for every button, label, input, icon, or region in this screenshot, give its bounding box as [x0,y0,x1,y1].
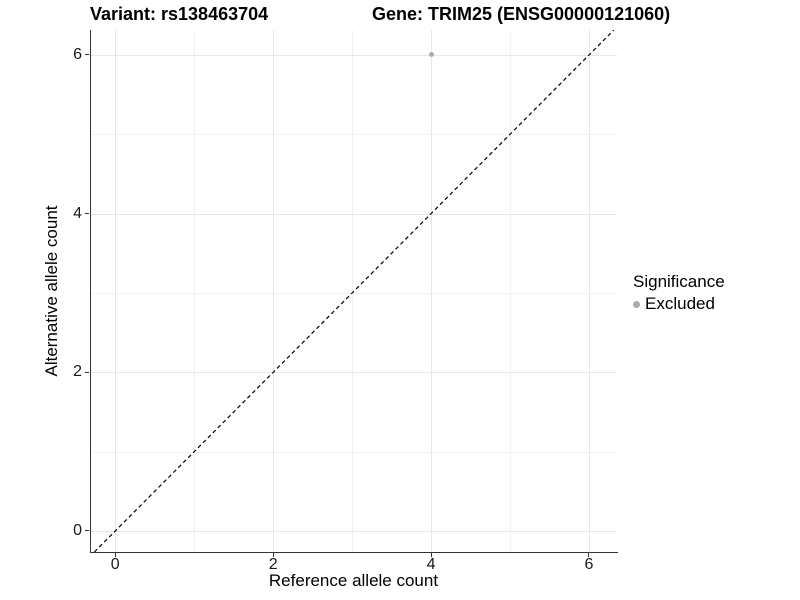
x-tick-label: 2 [268,556,278,573]
plot-title-gene: Gene: TRIM25 (ENSG00000121060) [372,4,671,24]
gridline-major-v [431,30,433,552]
identity-line [93,30,615,552]
gridline-minor-h [90,451,617,453]
legend: Significance Excluded [633,272,725,314]
x-tick-label: 0 [110,556,120,573]
y-tick-label: 0 [73,521,82,539]
plot-title-variant: Variant: rs138463704 [90,4,269,24]
x-tick-label: 6 [584,556,594,573]
legend-marker-dot-icon [633,300,640,308]
plot-panel [90,30,617,552]
y-tick-mark [85,530,89,532]
y-tick-label: 2 [73,363,82,381]
y-tick-label: 4 [73,204,82,222]
gridline-minor-h [90,134,617,136]
gridline-major-h [90,372,617,374]
legend-item-excluded: Excluded [633,294,725,314]
gridline-minor-v [194,30,196,552]
y-tick-mark [85,54,89,56]
x-tick-mark [114,553,116,557]
gridline-major-h [90,530,617,532]
gridline-minor-v [352,30,354,552]
data-point [428,52,434,58]
y-axis-title: Alternative allele count [42,205,61,377]
x-axis-line [90,552,618,553]
y-axis-line [90,30,91,553]
x-tick-mark [430,553,432,557]
gridline-minor-v [510,30,512,552]
gridline-major-v [273,30,275,552]
x-tick-label: 4 [426,556,436,573]
x-tick-mark [588,553,590,557]
x-axis-title: Reference allele count [268,571,439,590]
gridline-major-h [90,213,617,215]
y-tick-mark [85,213,89,215]
y-tick-label: 6 [73,45,82,63]
legend-item-label: Excluded [645,294,715,313]
y-tick-mark [85,371,89,373]
gridline-major-v [115,30,117,552]
identity-line-layer [93,30,615,552]
legend-title: Significance [633,272,725,291]
x-tick-mark [272,553,274,557]
gridline-major-v [588,30,590,552]
gridline-minor-h [90,292,617,294]
gridline-major-h [90,54,617,56]
